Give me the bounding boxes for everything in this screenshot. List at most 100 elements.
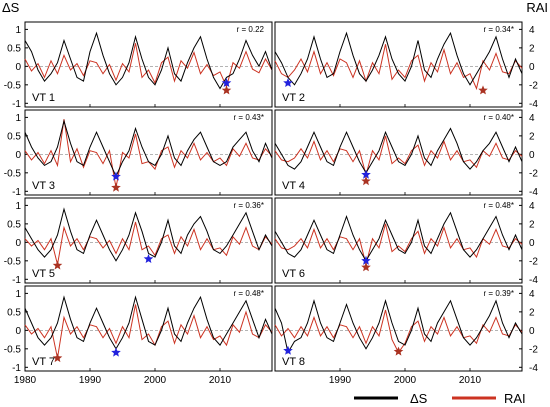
x-tick-label: 2000 (144, 375, 167, 386)
red-star-marker (361, 262, 371, 272)
panel-3: 1 0.5 0 -0.5 -1 VT 3 r = 0.43* (4, 109, 273, 198)
correlation-label: r = 0.39* (484, 289, 514, 298)
panel-frame (274, 197, 523, 284)
x-tick-label: 2010 (209, 375, 232, 386)
left-tick-label: -0.5 (4, 256, 22, 267)
left-tick-label: -1 (12, 187, 21, 198)
ds-series-line (24, 207, 273, 262)
right-tick-label: 0 (529, 326, 535, 337)
right-tick-label: 0 (529, 150, 535, 161)
rai-series-line (24, 304, 273, 359)
panel-frame (274, 109, 523, 196)
correlation-label: r = 0.40* (484, 113, 514, 122)
left-tick-label: 1 (15, 289, 21, 300)
panel-frame (24, 21, 273, 108)
correlation-label: r = 0.43* (234, 113, 264, 122)
panel-frame (24, 285, 273, 372)
left-tick-label: -0.5 (4, 344, 22, 355)
right-tick-label: -2 (529, 344, 538, 355)
left-tick-label: 1 (15, 113, 21, 124)
red-star-marker (361, 176, 371, 186)
right-tick-label: 2 (529, 131, 535, 142)
left-axis-title: ΔS (2, 0, 20, 15)
correlation-label: r = 0.36* (234, 201, 264, 210)
right-tick-label: 0 (529, 238, 535, 249)
x-tick-label: 1990 (79, 375, 102, 386)
right-tick-label: -4 (529, 275, 538, 286)
left-tick-label: 0.5 (7, 219, 21, 230)
panel-label: VT 1 (32, 92, 55, 104)
panel-frame (274, 285, 523, 372)
panel-label: VT 7 (32, 356, 55, 368)
left-tick-label: 0 (15, 150, 21, 161)
red-star-marker (393, 346, 404, 356)
panel-6: 4 2 0 -2 -4 VT 6 r = 0.48* (274, 197, 538, 286)
panel-label: VT 4 (282, 180, 305, 192)
rai-series-line (24, 221, 273, 265)
blue-star-marker (143, 254, 154, 263)
blue-star-marker (221, 78, 232, 87)
left-tick-label: 0.5 (7, 131, 21, 142)
legend-rai-label: RAI (504, 391, 526, 406)
right-tick-label: 4 (529, 113, 535, 124)
blue-star-marker (283, 78, 293, 87)
left-tick-label: 0 (15, 238, 21, 249)
panel-label: VT 6 (282, 268, 305, 280)
right-tick-label: 0 (529, 62, 535, 73)
correlation-label: r = 0.34* (484, 25, 514, 34)
panel-label: VT 2 (282, 92, 305, 104)
panel-1: 1 0.5 0 -0.5 -1 VT 1 r = 0.22 (4, 21, 273, 110)
x-tick-label: 1980 (14, 375, 37, 386)
right-tick-label: 4 (529, 201, 535, 212)
red-star-marker (111, 182, 121, 192)
left-tick-label: 1 (15, 25, 21, 36)
right-tick-label: 4 (529, 289, 535, 300)
red-star-marker (52, 353, 63, 363)
left-tick-label: -1 (12, 99, 21, 110)
left-tick-label: 0.5 (7, 307, 21, 318)
panel-label: VT 8 (282, 356, 305, 368)
right-tick-label: -4 (529, 363, 538, 374)
left-tick-label: 0.5 (7, 43, 21, 54)
red-star-marker (478, 85, 488, 95)
rai-series-line (274, 223, 523, 265)
left-tick-label: 1 (15, 201, 21, 212)
rai-series-line (24, 43, 273, 89)
right-tick-label: 2 (529, 219, 535, 230)
left-tick-label: -0.5 (4, 168, 22, 179)
rai-series-line (274, 44, 523, 91)
ds-series-line (24, 31, 273, 90)
right-tick-label: 2 (529, 43, 535, 54)
correlation-label: r = 0.48* (484, 201, 514, 210)
blue-star-marker (283, 345, 293, 355)
right-tick-label: -2 (529, 168, 538, 179)
panel-8: 4 2 0 -2 -4 VT 8 r = 0.39* (274, 285, 538, 374)
x-tick-label: 1990 (329, 375, 352, 386)
blue-star-marker (111, 171, 121, 181)
right-tick-label: -2 (529, 80, 538, 91)
blue-star-marker (361, 255, 371, 265)
right-tick-label: 2 (529, 307, 535, 318)
legend-ds-label: ΔS (410, 391, 428, 406)
panel-frame (274, 21, 523, 108)
panel-frame (24, 197, 273, 284)
blue-star-marker (361, 169, 371, 179)
panel-2: 4 2 0 -2 -4 VT 2 r = 0.34* (274, 21, 538, 110)
ds-series-line (274, 299, 523, 354)
rai-series-line (274, 135, 523, 177)
left-tick-label: -1 (12, 363, 21, 374)
correlation-label: r = 0.48* (234, 289, 264, 298)
legend: ΔS RAI (354, 391, 526, 406)
ds-series-line (24, 119, 273, 178)
right-axis-title: RAI (526, 0, 548, 15)
panels-group: 1 0.5 0 -0.5 -1 VT 1 r = 0.22 4 2 0 -2 -4 VT 2 r = 0.… (4, 21, 538, 374)
left-tick-label: 0 (15, 326, 21, 337)
panel-7: 1 0.5 0 -0.5 -1 VT 7 r = 0.48* (4, 285, 273, 374)
ds-series-line (274, 31, 523, 86)
x-axis-ticks: 1980 1990 2000 2010 1990 2000 2010 (14, 375, 482, 386)
right-tick-label: -4 (529, 99, 538, 110)
panel-frame (24, 109, 273, 196)
panel-4: 4 2 0 -2 -4 VT 4 r = 0.40* (274, 109, 538, 198)
ds-series-line (274, 127, 523, 174)
